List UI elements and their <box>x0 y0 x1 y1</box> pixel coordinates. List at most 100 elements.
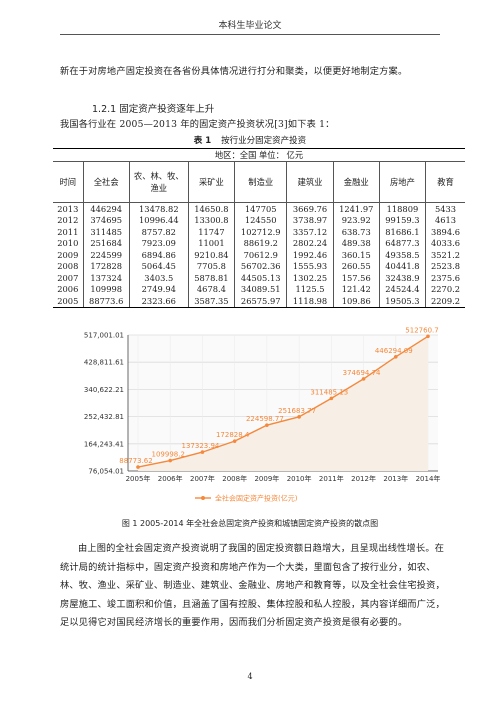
table-cell: 2270.2 <box>431 284 461 295</box>
table-cell: 172828 <box>83 260 130 272</box>
table-header-cell: 农、林、牧、渔业 <box>129 161 189 203</box>
table-cell: 923.92 <box>333 214 380 226</box>
table-cell: 2209.2 <box>425 295 465 308</box>
data-point <box>329 396 334 401</box>
legend-marker <box>201 496 205 500</box>
table-cell: 8757.82 <box>129 226 189 238</box>
table-cell: 2009 <box>53 249 84 261</box>
table-caption-title: 按行业分固定资产投资 <box>221 136 307 146</box>
table-cell: 88619.2 <box>234 237 288 249</box>
table-cell: 311485 <box>83 226 130 238</box>
table-cell: 2749.94 <box>129 283 189 295</box>
table-cell: 4033.6 <box>431 238 461 249</box>
table-cell: 4613 <box>434 215 457 226</box>
table-cell: 489.38 <box>333 237 380 249</box>
y-tick-label: 517,001.01 <box>84 332 124 340</box>
x-tick-label: 2014年 <box>416 474 441 483</box>
table-cell: 2802.24 <box>286 237 334 249</box>
table-cell: 2010 <box>53 237 84 249</box>
y-tick-label: 340,622.21 <box>84 386 124 394</box>
table-cell: 64877.3 <box>379 237 427 249</box>
table-cell: 638.73 <box>333 226 380 238</box>
data-label: 172828.4 <box>216 431 250 439</box>
table-cell: 9210.84 <box>188 249 236 261</box>
page-header: 本科生毕业论文 <box>218 21 282 31</box>
y-tick-label: 428,811.61 <box>84 359 124 367</box>
table-cell: 1125.5 <box>286 283 334 295</box>
table-header-cell: 制造业 <box>234 161 288 203</box>
table-cell: 88773.6 <box>83 295 130 308</box>
table-cell: 3587.35 <box>188 295 236 308</box>
table-cell: 40441.8 <box>379 260 427 272</box>
table-cell: 99159.3 <box>379 214 427 226</box>
x-tick-label: 2008年 <box>222 474 247 483</box>
table-row: 2010 251684 7923.09 11001 88619.2 2802.24 489.… <box>53 237 465 249</box>
table-row: 2011 311485 8757.82 11747 102712.9 3357.12 638… <box>53 226 465 238</box>
x-tick-label: 2009年 <box>254 474 279 483</box>
table-cell: 446294 <box>83 202 130 215</box>
x-tick-label: 2011年 <box>319 474 344 483</box>
data-point <box>168 458 173 463</box>
data-point <box>265 423 269 427</box>
table-cell: 49358.5 <box>379 249 427 261</box>
table-cell: 26575.97 <box>234 295 288 308</box>
data-label: 512760.7 <box>405 326 438 334</box>
table-cell: 224599 <box>83 249 130 261</box>
x-tick-label: 2006年 <box>158 474 183 483</box>
table-cell: 2012 <box>53 214 84 226</box>
table-cell: 13478.82 <box>129 202 189 215</box>
table-row: 2007 137324 3403.5 5878.81 44505.13 1302.25 15… <box>53 272 465 284</box>
table-cell: 2005 <box>53 295 84 308</box>
table-cell: 81686.1 <box>379 226 427 238</box>
table-header-cell: 采矿业 <box>188 161 236 203</box>
data-label: 109998.2 <box>152 451 185 459</box>
table-cell: 24524.4 <box>379 283 427 295</box>
table-cell: 56702.36 <box>234 260 288 272</box>
table-cell: 2007 <box>53 272 84 284</box>
data-label: 446294.09 <box>375 347 413 355</box>
table-cell: 360.15 <box>333 249 380 261</box>
investment-chart: 76,054.01 164,243.41 252,432.81 340,622.21 4… <box>66 323 448 515</box>
table-cell: 157.56 <box>333 272 380 284</box>
table-cell: 3738.97 <box>286 214 334 226</box>
data-point <box>426 334 430 339</box>
table-header-cell: 建筑业 <box>286 161 334 203</box>
table-row: 2006 109998 2749.94 4678.4 34089.51 1125.5 121… <box>53 283 465 295</box>
table-header-cell: 时间 <box>53 161 84 203</box>
table-row: 2013 446294 13478.82 14650.8 147705 3669.76 12… <box>53 202 465 215</box>
x-tick-label: 2013年 <box>383 474 408 483</box>
table-cell: 44505.13 <box>234 272 288 284</box>
table-cell: 1992.46 <box>286 249 334 261</box>
table-cell: 13300.8 <box>188 214 236 226</box>
table-cell: 137324 <box>83 272 130 284</box>
table-cell: 70612.9 <box>234 249 288 261</box>
table-cell: 7923.09 <box>129 237 189 249</box>
table-cell: 3669.76 <box>286 202 334 215</box>
table-cell: 10996.44 <box>129 214 189 226</box>
investment-table: 地区：全国 单位： 亿元 时间 全社会 农、林、牧、渔业 采矿业 制造业 建筑业 金融业 房地… <box>53 148 465 308</box>
table-cell: 19505.3 <box>379 295 427 308</box>
table-header-cell: 房地产 <box>379 161 427 203</box>
table-cell: 147705 <box>234 202 288 215</box>
table-region-line: 地区：全国 单位： 亿元 <box>53 148 465 162</box>
paragraph-intro: 新在于对房地产固定投资在各省份具体情况进行打分和聚类，以便更好地制定方案。 <box>60 66 408 77</box>
table-header-cell: 金融业 <box>333 161 380 203</box>
data-point <box>232 439 237 443</box>
table-cell: 4678.4 <box>188 283 236 295</box>
legend-label: 全社会固定资产投资(亿元) <box>215 494 298 503</box>
header-divider <box>60 34 440 35</box>
table-cell: 2013 <box>53 202 84 215</box>
table-cell: 109998 <box>83 283 130 295</box>
table-cell: 32438.9 <box>379 272 427 284</box>
figure-caption: 图 1 2005-2014 年全社会总固定资产投资和城镇固定资产投资的散点图 <box>121 519 379 528</box>
table-cell: 7705.8 <box>188 260 236 272</box>
table-cell: 1118.98 <box>286 295 334 308</box>
series-area <box>138 336 428 471</box>
table-cell: 2011 <box>53 226 84 238</box>
table-header-cell: 全社会 <box>83 161 130 203</box>
table-cell: 2006 <box>53 283 84 295</box>
table-cell: 2323.66 <box>129 295 189 308</box>
table-cell: 251684 <box>83 237 130 249</box>
table-cell: 11747 <box>188 226 236 238</box>
table-cell: 109.86 <box>333 295 380 308</box>
